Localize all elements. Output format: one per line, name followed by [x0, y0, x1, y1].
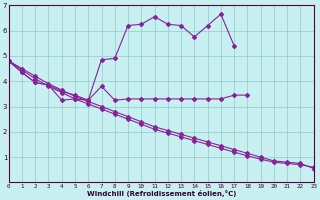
X-axis label: Windchill (Refroidissement éolien,°C): Windchill (Refroidissement éolien,°C) — [86, 190, 236, 197]
